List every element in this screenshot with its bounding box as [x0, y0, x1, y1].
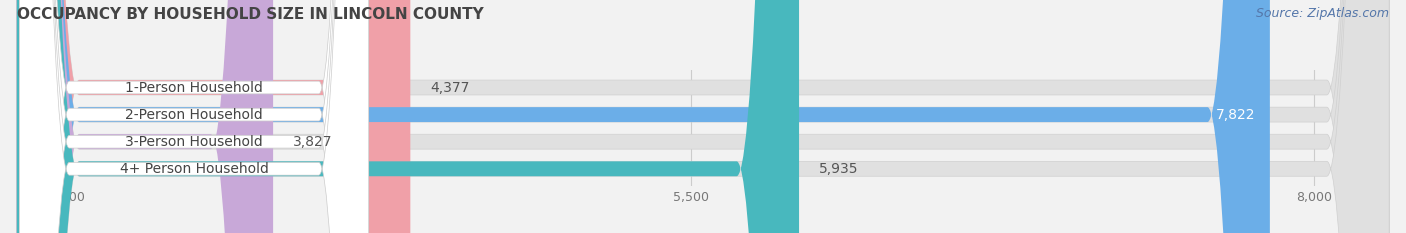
Text: 1-Person Household: 1-Person Household: [125, 81, 263, 95]
FancyBboxPatch shape: [17, 0, 799, 233]
Text: 5,935: 5,935: [820, 162, 859, 176]
Text: 4+ Person Household: 4+ Person Household: [120, 162, 269, 176]
Text: 4,377: 4,377: [430, 81, 470, 95]
FancyBboxPatch shape: [17, 0, 411, 233]
FancyBboxPatch shape: [17, 0, 1270, 233]
FancyBboxPatch shape: [17, 0, 1389, 233]
FancyBboxPatch shape: [17, 0, 1389, 233]
FancyBboxPatch shape: [20, 0, 368, 233]
Text: 3,827: 3,827: [292, 135, 333, 149]
Text: 2-Person Household: 2-Person Household: [125, 108, 263, 122]
FancyBboxPatch shape: [17, 0, 1389, 233]
FancyBboxPatch shape: [20, 0, 368, 233]
Text: Source: ZipAtlas.com: Source: ZipAtlas.com: [1256, 7, 1389, 20]
FancyBboxPatch shape: [20, 0, 368, 233]
Text: 7,822: 7,822: [1215, 108, 1256, 122]
FancyBboxPatch shape: [20, 0, 368, 233]
FancyBboxPatch shape: [17, 0, 273, 233]
Text: 3-Person Household: 3-Person Household: [125, 135, 263, 149]
Text: OCCUPANCY BY HOUSEHOLD SIZE IN LINCOLN COUNTY: OCCUPANCY BY HOUSEHOLD SIZE IN LINCOLN C…: [17, 7, 484, 22]
FancyBboxPatch shape: [17, 0, 1389, 233]
